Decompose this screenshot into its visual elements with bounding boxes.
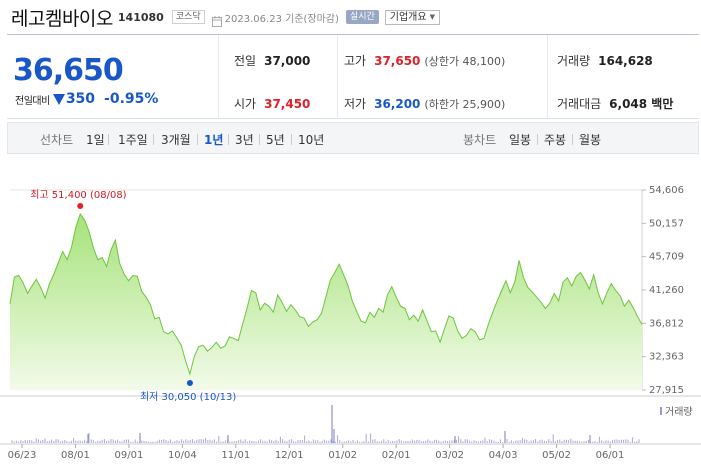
open-value: 37,450 [264,97,311,111]
separator [197,134,198,145]
period-1d[interactable]: 1일 [86,133,105,147]
x-tick-label: 05/02 [542,450,571,461]
low-value: 36,200 [374,97,421,111]
x-tick-label: 04/03 [489,450,518,461]
period-3m[interactable]: 3개월 [161,133,191,147]
x-tick-label: 06/01 [596,450,625,461]
calendar-icon [211,12,222,27]
high-price: 고가 37,650 (상한가 48,100) [344,52,505,69]
upper-limit: (상한가 48,100) [424,55,506,68]
company-overview-label: 기업개요 [389,11,427,23]
separator [108,134,109,145]
prev-close: 전일 37,000 [234,52,310,69]
trade-amount: 거래대금 6,048 백만 [557,95,673,112]
y-tick-label: 36,812 [649,318,684,329]
volume: 거래량 164,628 [557,52,653,69]
down-arrow-icon [52,93,65,105]
change-percent: -0.95% [104,91,159,107]
y-tick-label: 27,915 [649,385,684,396]
separator [537,134,538,145]
price-summary: 36,650 전일대비 350 -0.95% 전일 37,000 고가 37,6… [7,34,699,119]
period-1y[interactable]: 1년 [204,133,224,147]
chevron-down-icon: ▼ [429,12,435,21]
low-annotation: 최저 30,050 (10/13) [140,391,236,403]
y-tick-label: 32,363 [649,352,684,363]
period-10y[interactable]: 10년 [298,133,325,147]
volume-label: 거래량 [557,54,591,68]
open-label: 시가 [234,97,257,111]
stock-header: 레고켐바이오 141080 코스닥 2023.06.23 기준(장마감) 실시간… [11,4,440,30]
volume-legend-swatch [660,407,662,415]
candle-monthly[interactable]: 월봉 [579,133,602,147]
divider [547,35,548,119]
x-tick-label: 11/01 [221,450,250,461]
x-tick-label: 03/02 [435,450,464,461]
stock-name: 레고켐바이오 [11,7,113,30]
market-badge: 코스닥 [171,10,205,24]
stock-code: 141080 [117,10,164,24]
x-tick-label: 01/02 [328,450,357,461]
prev-close-value: 37,000 [264,54,311,68]
period-3y[interactable]: 3년 [235,133,254,147]
current-price: 36,650 [13,53,124,88]
separator [153,134,154,145]
trade-amount-label: 거래대금 [557,97,602,111]
low-marker [186,380,193,387]
candle-daily[interactable]: 일봉 [509,133,532,147]
x-tick-label: 02/01 [382,450,411,461]
y-tick-label: 41,260 [649,285,684,296]
trade-amount-value: 6,048 백만 [609,97,674,111]
chart-period-bar: 선차트 1일 1주일 3개월 1년 3년 5년 10년 봉차트 일봉 주봉 월봉 [7,122,699,154]
candle-weekly[interactable]: 주봉 [544,133,567,147]
x-tick-label: 10/04 [168,450,197,461]
prev-close-label: 전일 [234,54,257,68]
high-annotation: 최고 51,400 (08/08) [30,189,126,201]
period-1w[interactable]: 1주일 [118,133,148,147]
price-area [10,214,642,390]
lower-limit: (하한가 25,900) [424,98,506,111]
price-chart-svg: 54,606 50,157 45,709 41,260 36,812 32,363 27,9… [0,185,701,461]
price-chart[interactable]: 54,606 50,157 45,709 41,260 36,812 32,363 27,9… [0,170,701,475]
low-price: 저가 36,200 (하한가 25,900) [344,95,505,112]
separator [291,134,292,145]
candle-chart-label: 봉차트 [463,133,497,147]
volume-value: 164,628 [598,54,653,68]
x-tick-label: 06/23 [8,450,37,461]
y-tick-label: 50,157 [649,218,684,229]
y-tick-label: 45,709 [649,252,684,263]
separator [572,134,573,145]
low-label: 저가 [344,97,367,111]
open-price: 시가 37,450 [234,95,310,112]
high-marker [77,203,84,210]
high-label: 고가 [344,54,367,68]
period-5y[interactable]: 5년 [266,133,285,147]
x-tick-label: 12/01 [275,450,304,461]
divider [337,35,338,119]
change-label: 전일대비 [15,95,50,107]
separator [259,134,260,145]
change-line: 전일대비 350 -0.95% [15,91,158,107]
realtime-button[interactable]: 실시간 [345,10,379,24]
x-tick-label: 08/01 [61,450,90,461]
y-tick-label: 54,606 [649,185,684,196]
line-chart-label: 선차트 [40,133,74,147]
high-value: 37,650 [374,54,421,68]
current-price-box: 36,650 전일대비 350 -0.95% [7,35,219,119]
price-date: 2023.06.23 기준(장마감) [224,13,339,25]
company-overview-dropdown[interactable]: 기업개요 ▼ [384,9,440,25]
change-value: 350 [65,91,96,107]
separator [228,134,229,145]
x-tick-label: 09/01 [114,450,143,461]
volume-legend-label: 거래량 [665,406,693,418]
price-line [9,212,643,376]
